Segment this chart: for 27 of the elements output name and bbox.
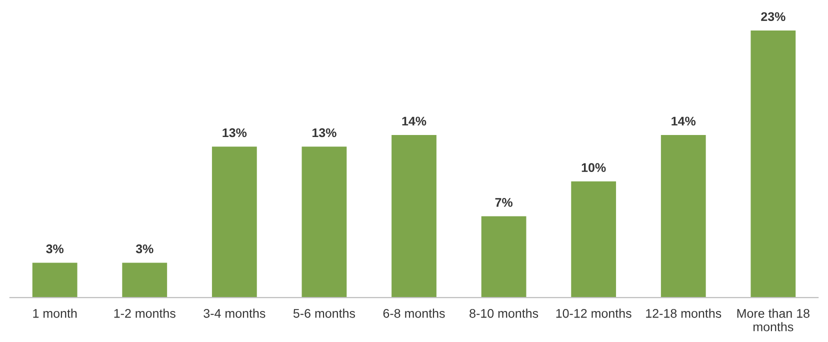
data-label: 13% — [222, 128, 247, 138]
data-label: 14% — [402, 116, 426, 126]
bar — [122, 262, 168, 298]
data-label: 13% — [312, 128, 336, 138]
bar — [660, 134, 706, 298]
x-tick-label: 8-10 months — [470, 308, 538, 318]
bar — [32, 262, 78, 298]
x-tick-label: 5-6 months — [293, 308, 356, 318]
x-tick-label: More than 18 months — [737, 308, 810, 332]
data-label: 10% — [582, 163, 606, 172]
x-tick-label: 12-18 months — [646, 308, 722, 318]
bar — [392, 134, 436, 298]
x-tick-label: 1-2 months — [114, 308, 176, 318]
data-label: 3% — [136, 244, 154, 254]
x-tick-label: 6-8 months — [383, 308, 445, 318]
data-label: 7% — [495, 198, 512, 207]
x-tick-label: 3-4 months — [204, 308, 266, 318]
data-label: 3% — [46, 244, 64, 254]
bar — [212, 146, 257, 298]
bar — [302, 146, 347, 298]
bar — [571, 181, 616, 298]
x-tick-label: 1 month — [33, 308, 77, 318]
bar — [481, 216, 526, 298]
x-tick-label: 10-12 months — [556, 308, 632, 318]
data-label: 23% — [761, 12, 786, 22]
data-label: 14% — [672, 116, 696, 126]
bar — [750, 30, 796, 298]
